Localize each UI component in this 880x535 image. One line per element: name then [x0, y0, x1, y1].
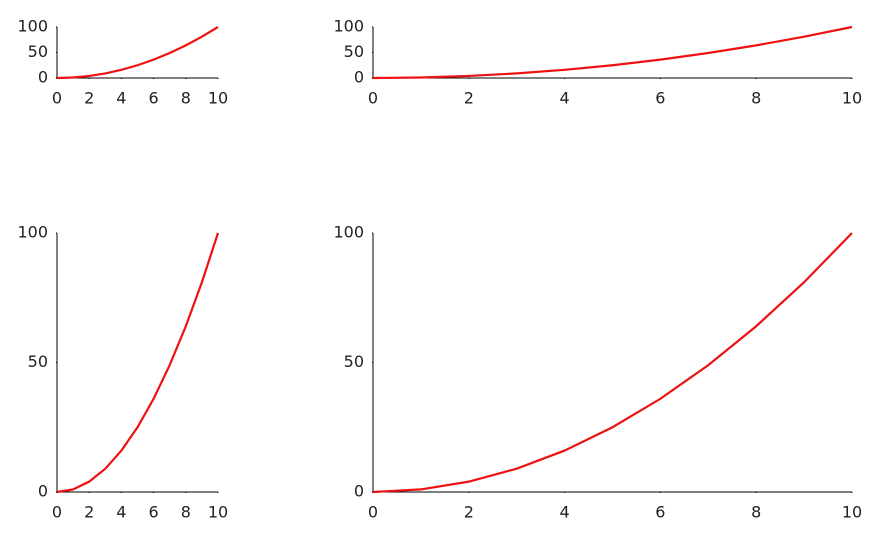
x-tick-label: 0 — [52, 503, 62, 522]
x-tick-label: 6 — [655, 89, 665, 108]
line — [56, 26, 219, 80]
y-tick-label: 50 — [344, 42, 364, 61]
x-tick-label: 8 — [181, 89, 191, 108]
y-tick-label: 100 — [17, 223, 48, 242]
y-tick-label: 0 — [354, 68, 364, 87]
x-tick-label: 10 — [208, 503, 228, 522]
y-tick-label: 0 — [354, 482, 364, 501]
line — [372, 232, 853, 494]
y-tick-label: 0 — [38, 482, 48, 501]
y-tick-label: 0 — [38, 68, 48, 87]
x-tick-label: 2 — [84, 89, 94, 108]
x-tick-label: 0 — [368, 89, 378, 108]
x-tick-label: 4 — [560, 503, 570, 522]
x-tick-label: 2 — [84, 503, 94, 522]
x-tick-label: 4 — [116, 503, 126, 522]
x-tick-label: 6 — [149, 503, 159, 522]
line — [372, 25, 853, 80]
x-tick-label: 6 — [149, 89, 159, 108]
x-tick-label: 10 — [208, 89, 228, 108]
x-tick-label: 4 — [560, 89, 570, 108]
x-tick-label: 6 — [655, 503, 665, 522]
y-tick-label: 50 — [28, 42, 48, 61]
x-tick-label: 8 — [181, 503, 191, 522]
x-tick-label: 10 — [842, 503, 862, 522]
line — [56, 232, 220, 494]
x-tick-label: 2 — [464, 503, 474, 522]
y-tick-label: 50 — [344, 352, 364, 371]
y-tick-label: 100 — [17, 17, 48, 36]
x-tick-label: 2 — [464, 89, 474, 108]
x-tick-label: 10 — [842, 89, 862, 108]
x-tick-label: 8 — [751, 89, 761, 108]
x-tick-label: 0 — [368, 503, 378, 522]
y-tick-label: 50 — [28, 352, 48, 371]
y-tick-label: 100 — [333, 17, 364, 36]
x-tick-label: 0 — [52, 89, 62, 108]
x-tick-label: 8 — [751, 503, 761, 522]
y-tick-label: 100 — [333, 223, 364, 242]
x-tick-label: 4 — [116, 89, 126, 108]
